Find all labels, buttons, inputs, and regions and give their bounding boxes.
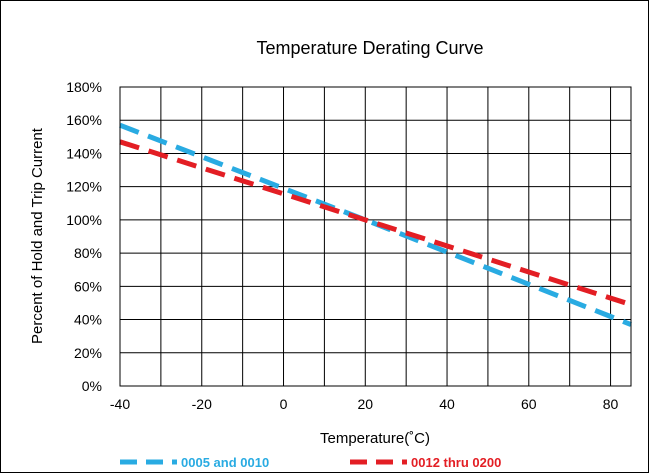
grid-lines [120,87,631,386]
plot-area [120,87,631,386]
y-tick-label: 140% [66,145,102,161]
y-tick-label: 160% [66,112,102,128]
legend-label-2: 0012 thru 0200 [411,455,501,470]
x-tick-label: 40 [439,396,455,412]
y-tick-label: 40% [74,312,102,328]
legend: 0005 and 0010 0012 thru 0200 [120,455,501,470]
y-tick-label: 20% [74,345,102,361]
y-axis-label: Percent of Hold and Trip Current [29,127,46,344]
tick-labels: -40 -20 0 20 40 60 80 0% 20% 40% 60% 80% 100% 120% 140… [66,79,618,412]
series-line-2 [119,139,632,307]
y-tick-label: 0% [82,378,102,394]
y-tick-label: 120% [66,179,102,195]
y-tick-label: 60% [74,278,102,294]
x-tick-label: 80 [603,396,619,412]
plot-border [119,86,632,387]
chart-title: Temperature Derating Curve [256,38,483,58]
y-tick-label: 80% [74,245,102,261]
series-line-1 [119,122,632,327]
x-tick-label: -20 [192,396,212,412]
y-tick-label: 180% [66,79,102,95]
x-tick-label: -40 [110,396,130,412]
x-tick-label: 60 [521,396,537,412]
x-axis-label: Temperature(˚C) [320,430,430,447]
series-lines [119,122,632,327]
y-tick-label: 100% [66,212,102,228]
x-tick-label: 20 [357,396,373,412]
x-tick-label: 0 [280,396,288,412]
legend-label-1: 0005 and 0010 [181,455,269,470]
